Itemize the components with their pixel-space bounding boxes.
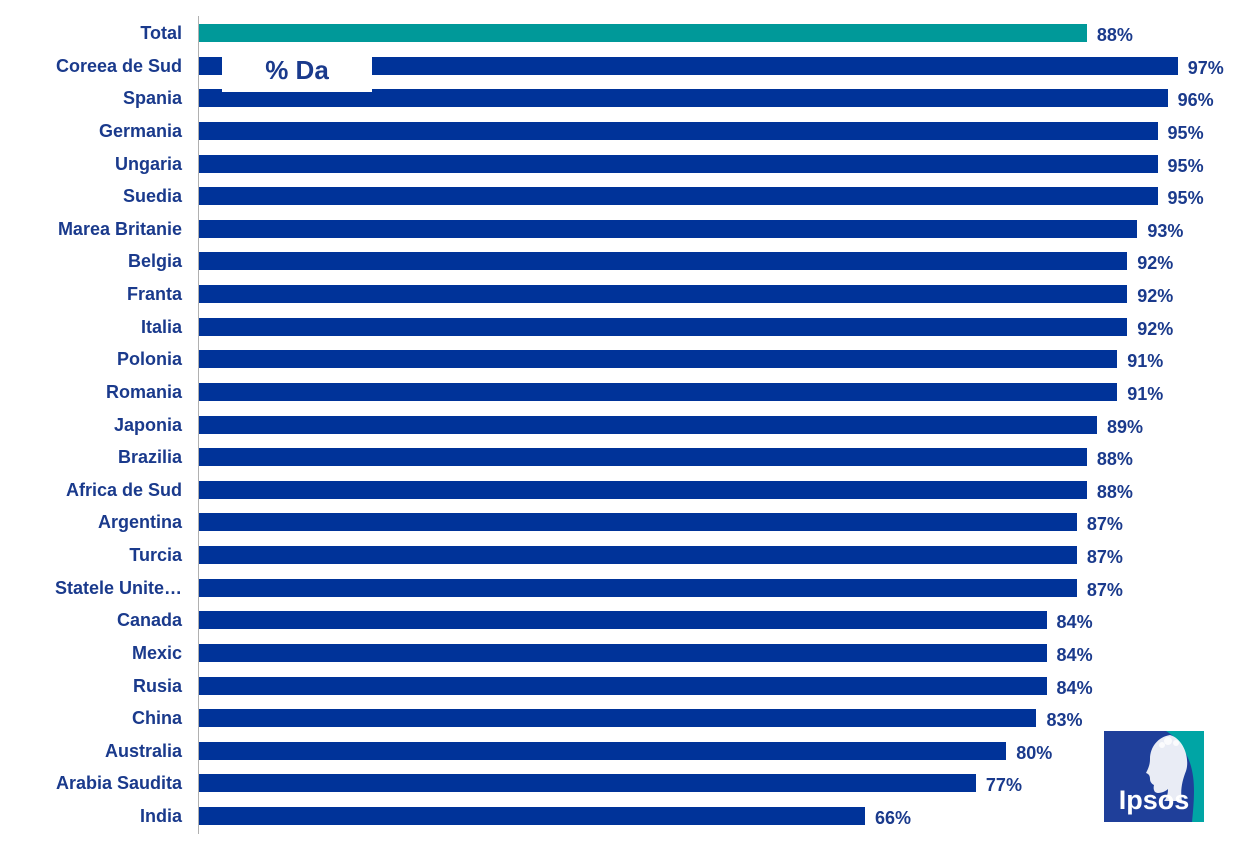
category-label: Italia — [140, 316, 182, 337]
bar — [199, 350, 1118, 369]
category-axis-line — [198, 16, 199, 834]
bar — [199, 317, 1128, 336]
category-label: Suedia — [122, 186, 182, 207]
category-label: Turcia — [129, 545, 182, 566]
value-label: 83% — [1046, 710, 1083, 731]
value-label: 66% — [874, 808, 911, 829]
category-label: Franta — [126, 284, 182, 305]
value-label: 84% — [1056, 644, 1093, 665]
value-label: 92% — [1137, 318, 1174, 339]
bar — [199, 578, 1077, 597]
ipsos-logo: Ipsos — [1104, 731, 1204, 822]
value-label: 87% — [1086, 579, 1123, 600]
bar — [199, 480, 1087, 499]
bar — [199, 187, 1158, 206]
bar — [199, 513, 1077, 532]
category-label: China — [131, 708, 182, 729]
value-label: 88% — [1096, 25, 1133, 45]
bar — [199, 89, 1168, 108]
bar — [199, 24, 1087, 42]
category-label: Romania — [105, 381, 182, 402]
bar — [199, 676, 1047, 695]
value-label: 87% — [1086, 547, 1123, 568]
bar — [199, 121, 1158, 140]
category-label: Brazilia — [117, 447, 182, 468]
value-label: 96% — [1177, 90, 1214, 111]
bar — [199, 56, 1178, 75]
bar — [199, 285, 1128, 304]
bar — [199, 709, 1037, 728]
bar — [199, 382, 1118, 401]
category-label: Marea Britanie — [57, 218, 182, 239]
category-label: Coreea de Sud — [55, 55, 182, 76]
category-label: Spania — [122, 88, 182, 109]
category-label: Belgia — [127, 251, 182, 272]
category-label: Australia — [104, 740, 182, 761]
bar — [199, 415, 1097, 434]
bar — [199, 546, 1077, 565]
value-label: 95% — [1167, 155, 1204, 176]
value-label: 77% — [985, 775, 1022, 796]
category-label: Canada — [116, 610, 182, 631]
value-label: 92% — [1137, 286, 1174, 307]
value-label: 89% — [1107, 416, 1144, 437]
category-label: Total — [140, 23, 182, 43]
bar — [199, 252, 1128, 271]
value-label: 80% — [1016, 742, 1053, 763]
category-label: Statele Unite… — [54, 577, 182, 598]
value-label: 91% — [1127, 383, 1164, 404]
value-label: 97% — [1187, 57, 1224, 78]
category-label: Africa de Sud — [65, 479, 182, 500]
bar — [199, 611, 1047, 630]
value-label: 91% — [1127, 351, 1164, 372]
bar — [199, 807, 865, 826]
category-label: Japonia — [113, 414, 182, 435]
value-label: 88% — [1096, 481, 1133, 502]
category-label: Ungaria — [114, 153, 182, 174]
bar — [199, 154, 1158, 173]
category-label: Argentina — [97, 512, 182, 533]
category-label: Germania — [98, 120, 182, 141]
bar — [199, 643, 1047, 662]
bar — [199, 219, 1138, 238]
bar — [199, 741, 1007, 760]
bar — [199, 774, 976, 793]
category-label: Mexic — [131, 642, 182, 663]
value-label: 95% — [1167, 188, 1204, 209]
category-label: Polonia — [116, 349, 182, 370]
bar — [199, 448, 1087, 467]
value-label: 93% — [1147, 220, 1184, 241]
ipsos-head-logo-icon — [1104, 731, 1204, 822]
value-label: 84% — [1056, 677, 1093, 698]
logo-text: Ipsos — [1118, 785, 1190, 815]
legend-label: % Da — [222, 48, 372, 92]
category-label: Arabia Saudita — [55, 773, 182, 794]
category-label: Rusia — [132, 675, 182, 696]
value-label: 88% — [1096, 449, 1133, 470]
category-label: India — [139, 806, 182, 827]
value-label: 95% — [1167, 122, 1204, 143]
value-label: 87% — [1086, 514, 1123, 535]
value-label: 84% — [1056, 612, 1093, 633]
value-label: 92% — [1137, 253, 1174, 274]
